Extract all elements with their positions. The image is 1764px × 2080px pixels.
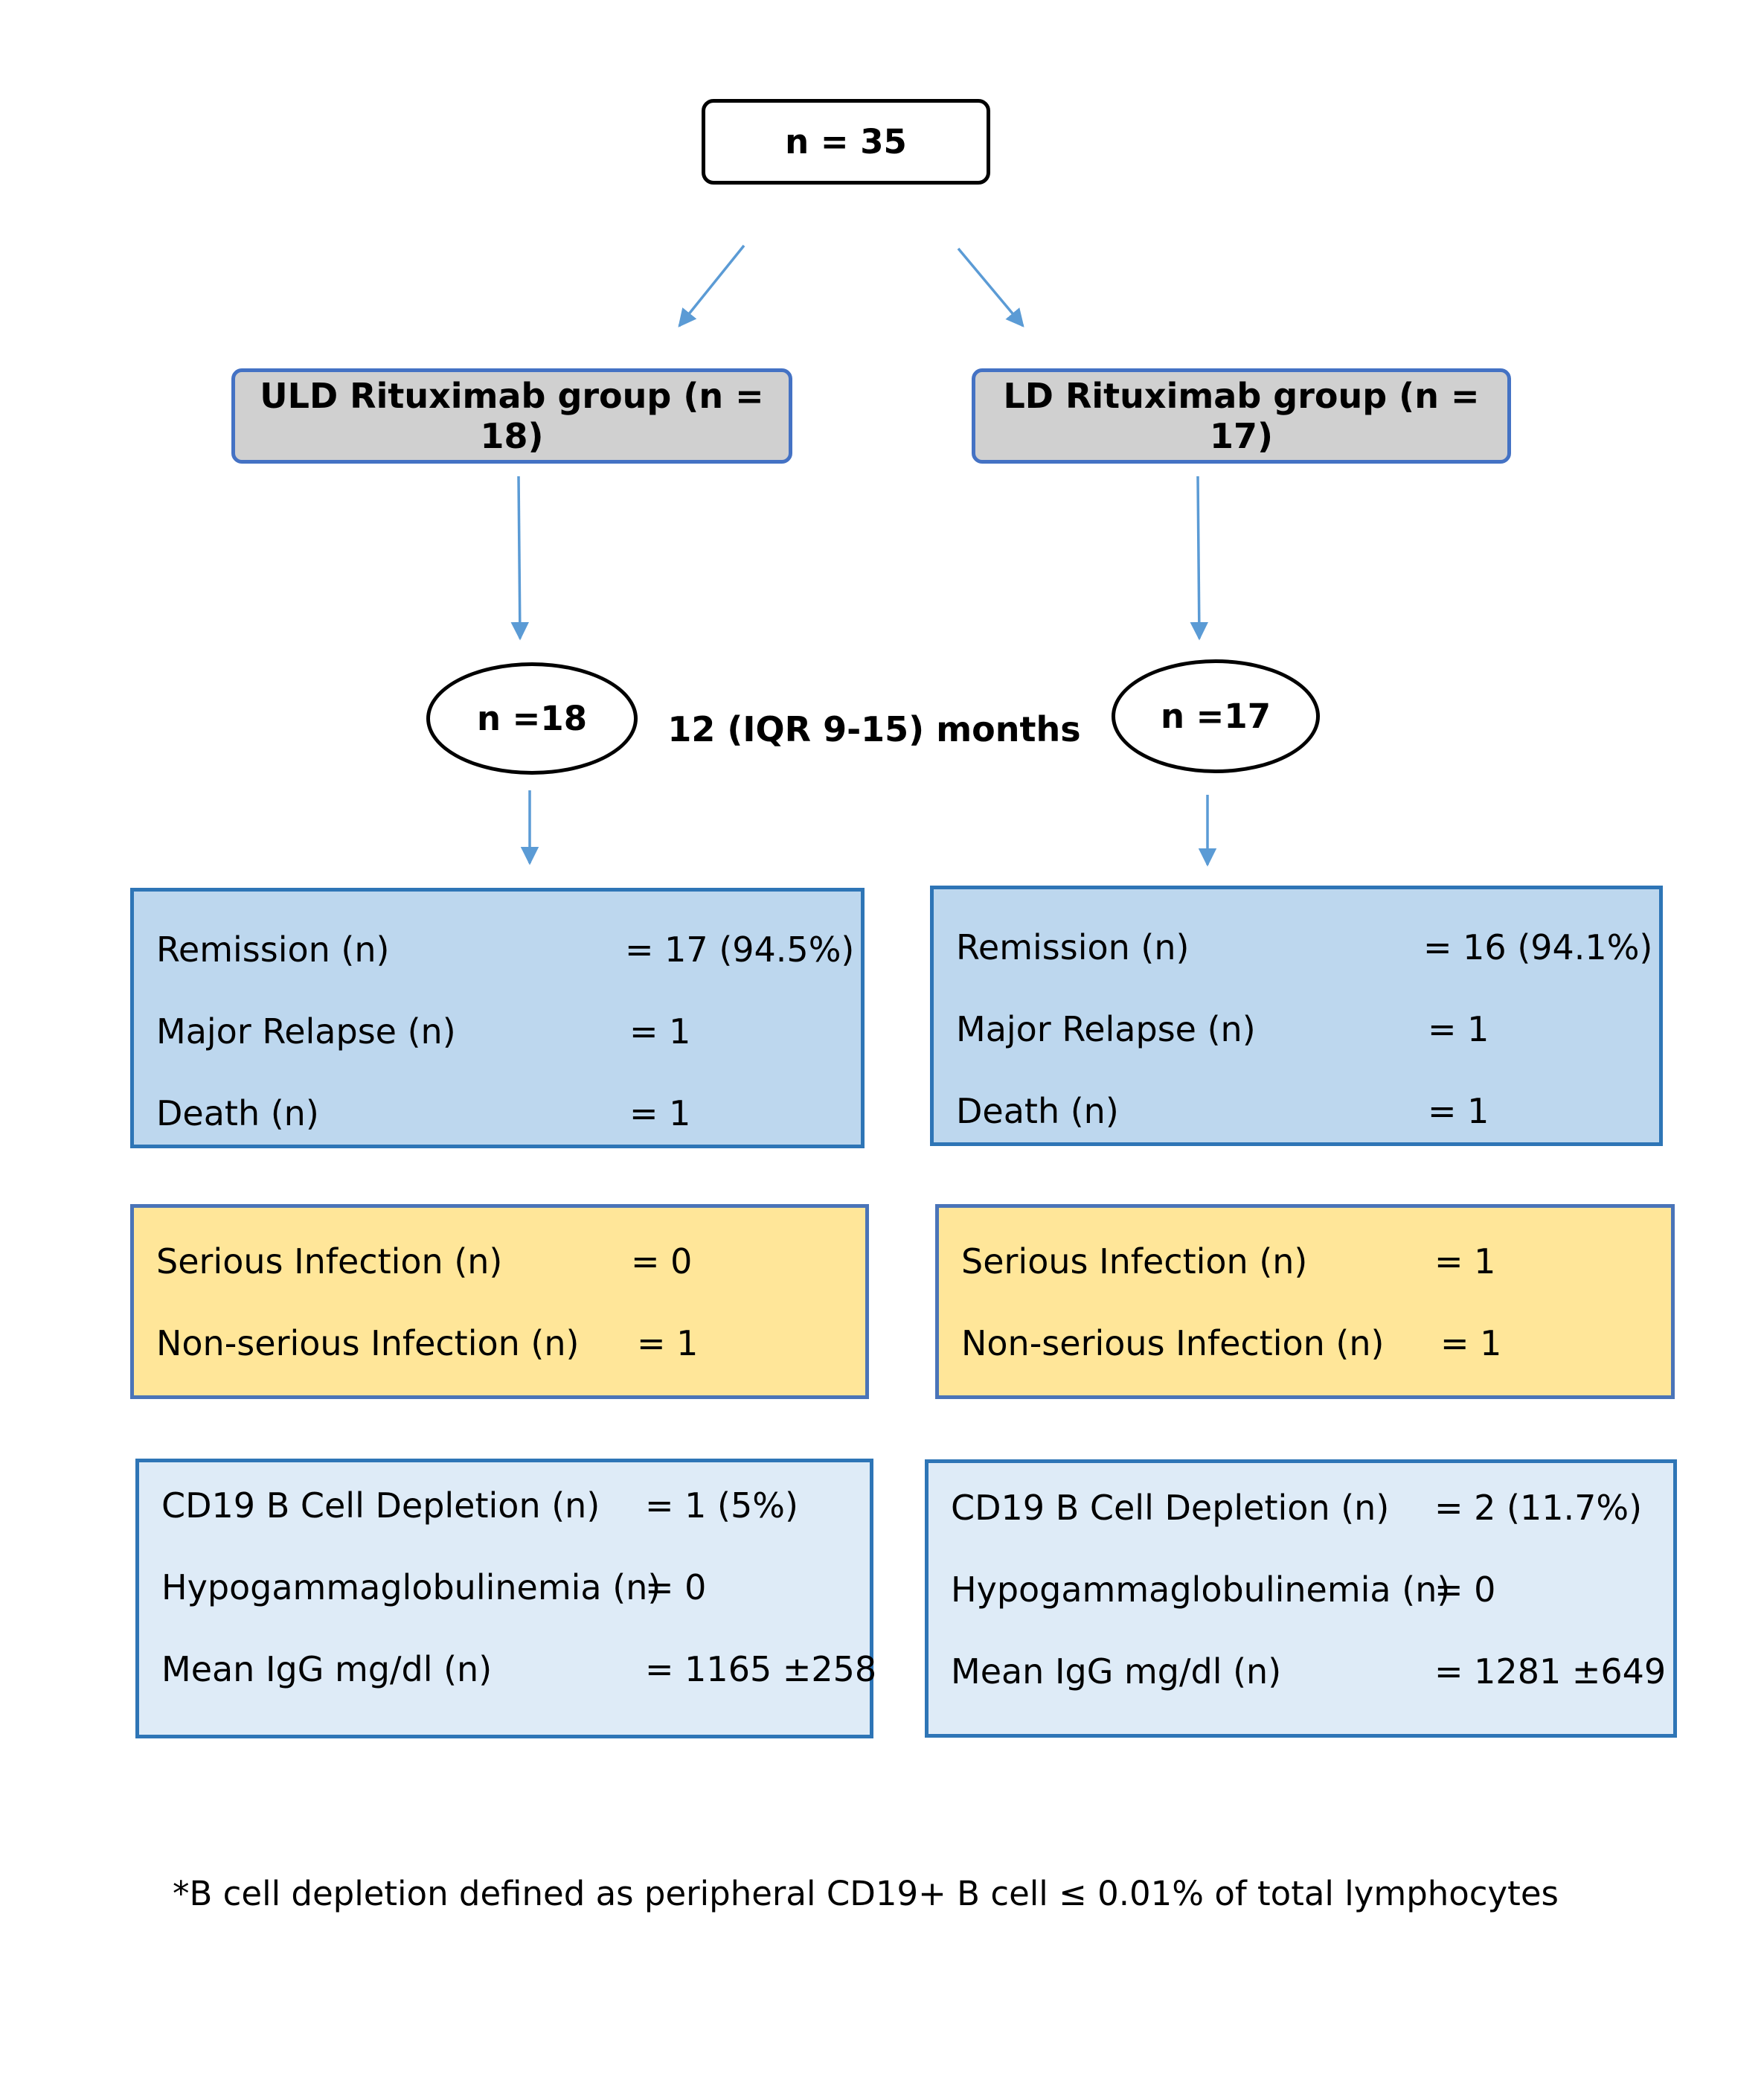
major-relapse-label: Major Relapse (n) <box>156 1011 456 1052</box>
remission-row: Remission (n) = 17 (94.5%) <box>134 927 861 972</box>
b-cell-depletion-value: = 2 (11.7%) <box>1434 1488 1643 1528</box>
remission-value: = 17 (94.5%) <box>625 929 855 970</box>
hypogammaglobulinemia-row: Hypogammaglobulinemia (n) = 0 <box>139 1565 870 1610</box>
uld-outcomes-panel: Remission (n) = 17 (94.5%) Major Relapse… <box>130 888 865 1148</box>
remission-label: Remission (n) <box>156 929 390 970</box>
followup-duration: 12 (IQR 9-15) months <box>667 709 1081 749</box>
ld-infections-panel: Serious Infection (n) = 1 Non-serious In… <box>935 1204 1675 1399</box>
non-serious-infection-value: = 1 <box>637 1323 699 1363</box>
b-cell-depletion-value: = 1 (5%) <box>645 1485 798 1526</box>
arrow-left-group-to-cohort <box>510 476 530 641</box>
b-cell-depletion-row: CD19 B Cell Depletion (n) = 2 (11.7%) <box>928 1485 1673 1530</box>
total-cohort-box: n = 35 <box>702 99 990 185</box>
death-row: Death (n) = 1 <box>134 1091 861 1136</box>
hypogammaglobulinemia-label: Hypogammaglobulinemia (n) <box>161 1567 661 1607</box>
serious-infection-value: = 1 <box>1434 1241 1496 1281</box>
hypogammaglobulinemia-label: Hypogammaglobulinemia (n) <box>951 1569 1451 1610</box>
major-relapse-value: = 1 <box>1428 1009 1489 1049</box>
serious-infection-label: Serious Infection (n) <box>961 1241 1308 1281</box>
mean-igg-row: Mean IgG mg/dl (n) = 1281 ±649 <box>928 1649 1673 1694</box>
arrow-root-to-left <box>678 244 745 327</box>
uld-cohort-ellipse: n =18 <box>426 662 638 775</box>
hypogammaglobulinemia-value: = 0 <box>1434 1569 1496 1610</box>
mean-igg-row: Mean IgG mg/dl (n) = 1165 ±258 <box>139 1647 876 1692</box>
uld-infections-panel: Serious Infection (n) = 0 Non-serious In… <box>130 1204 869 1399</box>
uld-group-label: ULD Rituximab group (n = 18) <box>260 376 764 456</box>
mean-igg-value: = 1281 ±649 <box>1434 1651 1667 1692</box>
major-relapse-label: Major Relapse (n) <box>956 1009 1256 1049</box>
mean-igg-label: Mean IgG mg/dl (n) <box>161 1649 493 1689</box>
major-relapse-value: = 1 <box>629 1011 691 1052</box>
death-row: Death (n) = 1 <box>934 1089 1659 1133</box>
b-cell-depletion-label: CD19 B Cell Depletion (n) <box>161 1485 600 1526</box>
serious-infection-label: Serious Infection (n) <box>156 1241 503 1281</box>
non-serious-infection-row: Non-serious Infection (n) = 1 <box>939 1321 1671 1366</box>
total-cohort-label: n = 35 <box>785 122 907 161</box>
footnote: *B cell depletion defined as peripheral … <box>173 1874 1559 1913</box>
death-value: = 1 <box>629 1093 691 1133</box>
non-serious-infection-value: = 1 <box>1440 1323 1502 1363</box>
remission-value: = 16 (94.1%) <box>1423 927 1653 967</box>
uld-cohort-label: n =18 <box>476 699 588 738</box>
uld-immune-panel: CD19 B Cell Depletion (n) = 1 (5%) Hypog… <box>135 1459 876 1738</box>
arrow-root-to-right <box>957 247 1024 327</box>
serious-infection-row: Serious Infection (n) = 0 <box>134 1239 865 1284</box>
non-serious-infection-label: Non-serious Infection (n) <box>156 1323 580 1363</box>
ld-cohort-ellipse: n =17 <box>1112 659 1320 773</box>
ld-cohort-label: n =17 <box>1160 697 1271 736</box>
ld-group-box: LD Rituximab group (n = 17) <box>972 368 1511 464</box>
death-value: = 1 <box>1428 1091 1489 1131</box>
death-label: Death (n) <box>956 1091 1119 1131</box>
uld-group-box: ULD Rituximab group (n = 18) <box>231 368 792 464</box>
mean-igg-label: Mean IgG mg/dl (n) <box>951 1651 1282 1692</box>
serious-infection-value: = 0 <box>631 1241 693 1281</box>
ld-immune-panel: CD19 B Cell Depletion (n) = 2 (11.7%) Hy… <box>925 1459 1677 1738</box>
arrow-right-group-to-cohort <box>1190 476 1209 641</box>
hypogammaglobulinemia-value: = 0 <box>645 1567 707 1607</box>
non-serious-infection-row: Non-serious Infection (n) = 1 <box>134 1321 865 1366</box>
death-label: Death (n) <box>156 1093 319 1133</box>
non-serious-infection-label: Non-serious Infection (n) <box>961 1323 1385 1363</box>
remission-label: Remission (n) <box>956 927 1190 967</box>
mean-igg-value: = 1165 ±258 <box>645 1649 877 1689</box>
hypogammaglobulinemia-row: Hypogammaglobulinemia (n) = 0 <box>928 1567 1673 1612</box>
serious-infection-row: Serious Infection (n) = 1 <box>939 1239 1671 1284</box>
major-relapse-row: Major Relapse (n) = 1 <box>934 1007 1659 1052</box>
ld-outcomes-panel: Remission (n) = 16 (94.1%) Major Relapse… <box>930 886 1663 1146</box>
b-cell-depletion-row: CD19 B Cell Depletion (n) = 1 (5%) <box>139 1483 870 1528</box>
major-relapse-row: Major Relapse (n) = 1 <box>134 1009 861 1054</box>
b-cell-depletion-label: CD19 B Cell Depletion (n) <box>951 1488 1390 1528</box>
ld-group-label: LD Rituximab group (n = 17) <box>1003 376 1480 456</box>
remission-row: Remission (n) = 16 (94.1%) <box>934 925 1659 970</box>
